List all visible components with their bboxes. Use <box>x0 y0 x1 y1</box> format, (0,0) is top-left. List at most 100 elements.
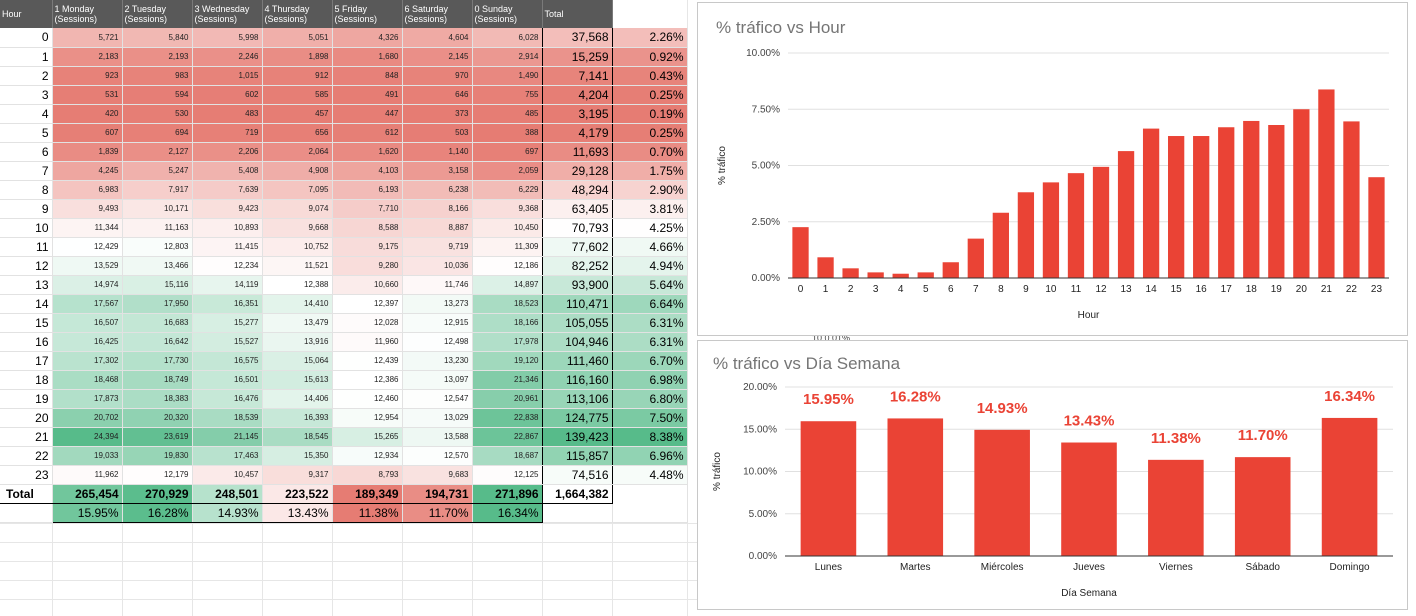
sessions-cell[interactable]: 11,962 <box>52 465 123 485</box>
row-total-cell[interactable]: 116,160 <box>541 370 613 390</box>
sessions-cell[interactable]: 11,746 <box>402 275 473 295</box>
row-percent-cell[interactable]: 6.98% <box>612 370 688 390</box>
row-total-cell[interactable]: 139,423 <box>541 427 613 447</box>
sessions-cell[interactable]: 17,950 <box>122 294 193 314</box>
row-percent-cell[interactable]: 6.31% <box>612 313 688 333</box>
column-header[interactable]: 4 Thursday (Sessions) <box>262 0 333 28</box>
hour-cell[interactable]: 17 <box>0 351 53 371</box>
row-percent-cell[interactable]: 0.19% <box>612 104 688 124</box>
sessions-cell[interactable]: 2,059 <box>472 161 543 181</box>
sessions-cell[interactable]: 1,839 <box>52 142 123 162</box>
sessions-cell[interactable]: 9,280 <box>332 256 403 276</box>
sessions-cell[interactable]: 6,983 <box>52 180 123 200</box>
bar[interactable] <box>1148 459 1204 556</box>
sessions-cell[interactable]: 6,229 <box>472 180 543 200</box>
row-total-cell[interactable]: 110,471 <box>541 294 613 314</box>
bar[interactable] <box>800 421 857 556</box>
sessions-cell[interactable]: 983 <box>122 66 193 86</box>
sessions-cell[interactable]: 14,410 <box>262 294 333 314</box>
hour-cell[interactable]: 20 <box>0 408 53 428</box>
sessions-cell[interactable]: 8,793 <box>332 465 403 485</box>
sessions-cell[interactable]: 9,423 <box>192 199 263 219</box>
row-percent-cell[interactable]: 4.25% <box>612 218 688 238</box>
sessions-cell[interactable]: 970 <box>402 66 473 86</box>
sessions-cell[interactable]: 697 <box>472 142 543 162</box>
sessions-cell[interactable]: 9,683 <box>402 465 473 485</box>
bar[interactable] <box>1042 182 1060 278</box>
sessions-cell[interactable]: 483 <box>192 104 263 124</box>
sessions-cell[interactable]: 18,749 <box>122 370 193 390</box>
sessions-cell[interactable]: 11,344 <box>52 218 123 238</box>
hour-cell[interactable]: 10 <box>0 218 53 238</box>
sessions-cell[interactable]: 12,915 <box>402 313 473 333</box>
sessions-cell[interactable]: 12,388 <box>262 275 333 295</box>
sessions-cell[interactable]: 6,193 <box>332 180 403 200</box>
sessions-cell[interactable]: 18,687 <box>472 446 543 466</box>
hour-cell[interactable]: 11 <box>0 237 53 257</box>
bar[interactable] <box>867 272 884 278</box>
sessions-cell[interactable]: 1,490 <box>472 66 543 86</box>
row-percent-cell[interactable]: 0.70% <box>612 142 688 162</box>
sessions-cell[interactable]: 18,545 <box>262 427 333 447</box>
sessions-cell[interactable]: 4,326 <box>332 28 403 48</box>
row-percent-cell[interactable]: 0.25% <box>612 85 688 105</box>
sessions-cell[interactable]: 2,206 <box>192 142 263 162</box>
bar[interactable] <box>1142 128 1160 278</box>
day-total-cell[interactable]: 189,349 <box>332 483 403 504</box>
sessions-cell[interactable]: 11,309 <box>472 237 543 257</box>
day-chart-panel[interactable]: % tráfico vs Día Semana 0.00% 5.00% 10.00%… <box>697 340 1408 610</box>
sessions-cell[interactable]: 14,119 <box>192 275 263 295</box>
sessions-cell[interactable]: 9,668 <box>262 218 333 238</box>
hour-chart-panel[interactable]: % tráfico vs Hour 0.00% 2.50% 5.00% 7.50% 10… <box>697 2 1408 336</box>
bar[interactable] <box>942 262 959 278</box>
sessions-cell[interactable]: 8,588 <box>332 218 403 238</box>
sessions-cell[interactable]: 607 <box>52 123 123 143</box>
sessions-cell[interactable]: 13,029 <box>402 408 473 428</box>
sessions-cell[interactable]: 12,179 <box>122 465 193 485</box>
empty-cell[interactable] <box>612 503 688 523</box>
hour-cell[interactable]: 12 <box>0 256 53 276</box>
column-header[interactable]: 5 Friday (Sessions) <box>332 0 403 28</box>
row-total-cell[interactable]: 37,568 <box>541 28 613 48</box>
sessions-cell[interactable]: 7,639 <box>192 180 263 200</box>
sessions-cell[interactable]: 1,620 <box>332 142 403 162</box>
row-total-cell[interactable]: 4,204 <box>541 85 613 105</box>
sessions-cell[interactable]: 530 <box>122 104 193 124</box>
sessions-cell[interactable]: 16,507 <box>52 313 123 333</box>
day-percent-cell[interactable]: 15.95% <box>51 503 123 523</box>
row-percent-cell[interactable]: 4.48% <box>612 465 688 485</box>
sessions-cell[interactable]: 21,346 <box>472 370 543 390</box>
hour-cell[interactable]: 21 <box>0 427 53 447</box>
sessions-cell[interactable]: 17,730 <box>122 351 193 371</box>
sessions-cell[interactable]: 15,527 <box>192 332 263 352</box>
sessions-cell[interactable]: 1,898 <box>262 47 333 67</box>
row-total-cell[interactable]: 105,055 <box>541 313 613 333</box>
bar[interactable] <box>842 268 859 278</box>
bar[interactable] <box>1268 125 1285 278</box>
sessions-cell[interactable]: 491 <box>332 85 403 105</box>
sessions-cell[interactable]: 11,960 <box>332 332 403 352</box>
hour-cell[interactable]: 15 <box>0 313 53 333</box>
bar[interactable] <box>1234 457 1291 556</box>
sessions-cell[interactable]: 19,830 <box>122 446 193 466</box>
row-percent-cell[interactable]: 6.31% <box>612 332 688 352</box>
sessions-cell[interactable]: 19,033 <box>52 446 123 466</box>
total-label[interactable]: Total <box>0 483 53 504</box>
row-percent-cell[interactable]: 2.90% <box>612 180 688 200</box>
sessions-cell[interactable]: 7,917 <box>122 180 193 200</box>
row-total-cell[interactable]: 113,106 <box>541 389 613 409</box>
sessions-cell[interactable]: 694 <box>122 123 193 143</box>
sessions-cell[interactable]: 18,166 <box>472 313 543 333</box>
row-total-cell[interactable]: 7,141 <box>541 66 613 86</box>
row-percent-cell[interactable]: 7.50% <box>612 408 688 428</box>
sessions-cell[interactable]: 12,186 <box>472 256 543 276</box>
sessions-cell[interactable]: 13,479 <box>262 313 333 333</box>
sessions-cell[interactable]: 2,914 <box>472 47 543 67</box>
day-total-cell[interactable]: 223,522 <box>262 483 333 504</box>
sessions-cell[interactable]: 1,680 <box>332 47 403 67</box>
day-percent-cell[interactable]: 11.70% <box>402 503 473 523</box>
row-percent-cell[interactable]: 4.66% <box>612 237 688 257</box>
sessions-cell[interactable]: 16,476 <box>192 389 263 409</box>
bar[interactable] <box>792 227 809 278</box>
sessions-cell[interactable]: 24,394 <box>52 427 123 447</box>
